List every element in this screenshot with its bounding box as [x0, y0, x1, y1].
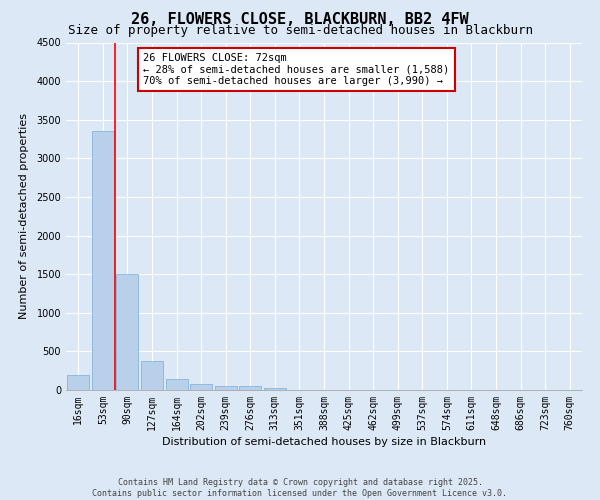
Bar [215, 386, 237, 390]
Text: 26, FLOWERS CLOSE, BLACKBURN, BB2 4FW: 26, FLOWERS CLOSE, BLACKBURN, BB2 4FW [131, 12, 469, 28]
Bar [116, 274, 139, 390]
Bar [239, 386, 262, 390]
Text: Size of property relative to semi-detached houses in Blackburn: Size of property relative to semi-detach… [67, 24, 533, 37]
Bar [166, 379, 188, 390]
Text: Contains HM Land Registry data © Crown copyright and database right 2025.
Contai: Contains HM Land Registry data © Crown c… [92, 478, 508, 498]
Bar [264, 388, 286, 390]
Y-axis label: Number of semi-detached properties: Number of semi-detached properties [19, 114, 29, 320]
Bar [67, 376, 89, 390]
Bar [141, 362, 163, 390]
Text: 26 FLOWERS CLOSE: 72sqm
← 28% of semi-detached houses are smaller (1,588)
70% of: 26 FLOWERS CLOSE: 72sqm ← 28% of semi-de… [143, 53, 449, 86]
X-axis label: Distribution of semi-detached houses by size in Blackburn: Distribution of semi-detached houses by … [162, 437, 486, 447]
Bar [190, 384, 212, 390]
Bar [92, 130, 114, 390]
